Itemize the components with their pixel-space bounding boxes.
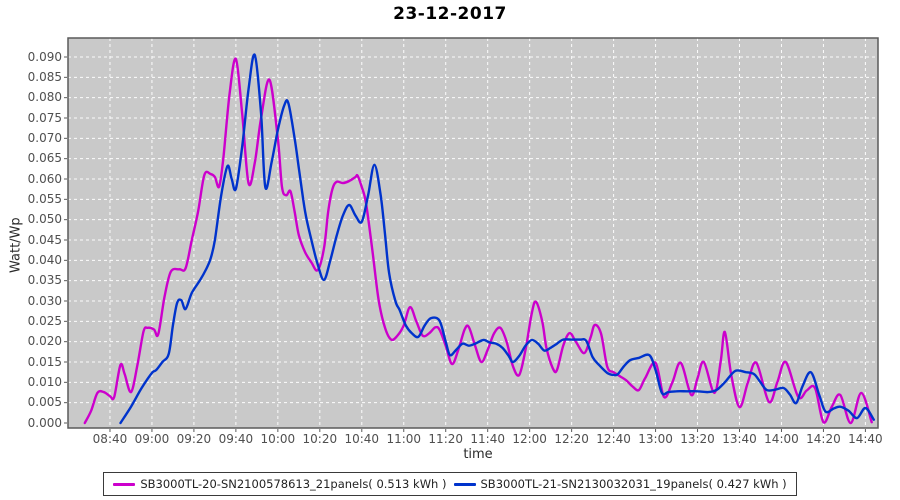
y-tick-label: 0.080 xyxy=(27,90,62,105)
y-tick-label: 0.035 xyxy=(27,273,62,288)
x-tick-label: 10:00 xyxy=(260,432,296,446)
y-tick-label: 0.060 xyxy=(27,171,62,186)
x-tick-label: 12:40 xyxy=(596,432,631,446)
x-axis-title: time xyxy=(463,447,493,462)
gridlines xyxy=(68,38,878,428)
x-tick-label: 13:20 xyxy=(680,432,715,446)
x-tick-label: 11:20 xyxy=(428,432,464,446)
legend-line-marker xyxy=(113,482,136,486)
y-tick-label: 0.075 xyxy=(27,110,62,125)
x-tick-label: 09:00 xyxy=(134,432,170,446)
x-tick-label: 13:40 xyxy=(722,432,757,446)
y-tick-label: 0.020 xyxy=(27,334,62,349)
series-line-0 xyxy=(83,57,873,425)
series-line-1 xyxy=(119,53,875,425)
legend-label: SB3000TL-20-SN2100578613_21panels( 0.513… xyxy=(140,477,447,491)
y-tick-label: 0.010 xyxy=(27,374,62,389)
legend: SB3000TL-20-SN2100578613_21panels( 0.513… xyxy=(0,472,900,496)
legend-line-marker xyxy=(453,482,476,486)
y-tick-label: 0.055 xyxy=(27,191,62,206)
series-group xyxy=(83,53,875,425)
x-tick-label: 13:00 xyxy=(638,432,673,446)
x-tick-label: 09:40 xyxy=(218,432,254,446)
y-tick-label: 0.040 xyxy=(27,252,62,267)
chart-title: 23-12-2017 xyxy=(393,4,507,24)
x-tick-label: 11:40 xyxy=(470,432,505,446)
legend-item: SB3000TL-20-SN2100578613_21panels( 0.513… xyxy=(113,477,447,491)
x-tick-label: 14:20 xyxy=(806,432,841,446)
x-tick-label: 10:20 xyxy=(302,432,338,446)
y-tick-label: 0.000 xyxy=(27,415,62,430)
tick-marks xyxy=(64,56,866,432)
x-tick-label: 08:40 xyxy=(92,432,128,446)
y-tick-label: 0.085 xyxy=(27,69,62,84)
x-tick-label: 12:20 xyxy=(554,432,589,446)
x-tick-label: 09:20 xyxy=(176,432,212,446)
plot-area xyxy=(64,37,879,432)
plot-background xyxy=(68,38,878,428)
x-tick-label: 14:00 xyxy=(764,432,799,446)
y-tick-label: 0.025 xyxy=(27,313,62,328)
legend-box: SB3000TL-20-SN2100578613_21panels( 0.513… xyxy=(103,472,797,496)
y-tick-label: 0.015 xyxy=(27,354,62,369)
y-tick-label: 0.045 xyxy=(27,232,62,247)
x-tick-label: 14:40 xyxy=(848,432,883,446)
x-tick-label: 10:40 xyxy=(344,432,380,446)
plot-border xyxy=(67,37,879,429)
y-tick-label: 0.090 xyxy=(27,49,62,64)
x-tick-label: 11:00 xyxy=(386,432,422,446)
y-tick-label: 0.070 xyxy=(27,130,62,145)
legend-item: SB3000TL-21-SN2130032031_19panels( 0.427… xyxy=(453,477,787,491)
y-tick-label: 0.050 xyxy=(27,212,62,227)
y-tick-label: 0.065 xyxy=(27,151,62,166)
legend-label: SB3000TL-21-SN2130032031_19panels( 0.427… xyxy=(480,477,787,491)
y-tick-label: 0.005 xyxy=(27,395,62,410)
x-tick-label: 12:00 xyxy=(512,432,547,446)
y-tick-label: 0.030 xyxy=(27,293,62,308)
